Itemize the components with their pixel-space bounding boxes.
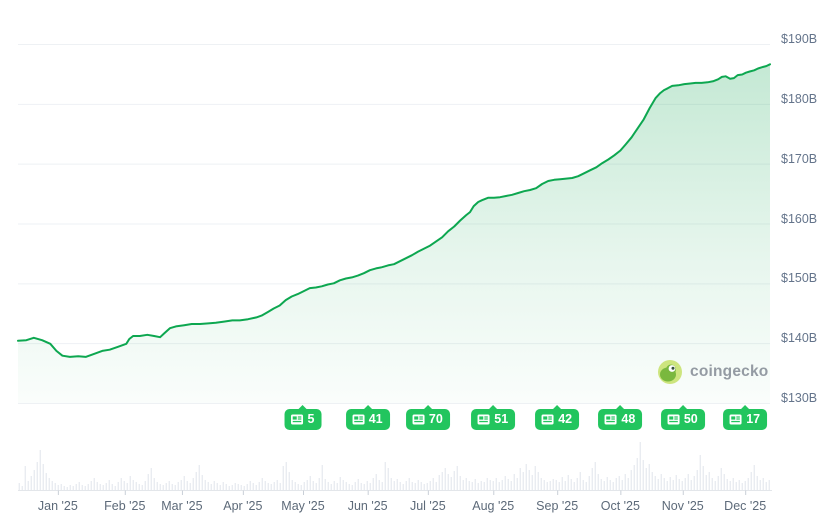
- news-badge[interactable]: 48: [598, 409, 643, 430]
- x-axis-label: Jan '25: [37, 499, 78, 513]
- news-icon: [412, 414, 425, 425]
- badge-count: 50: [683, 412, 698, 426]
- news-badge[interactable]: 17: [723, 409, 768, 430]
- badge-count: 5: [307, 412, 315, 426]
- x-axis-label: Jul '25: [409, 499, 446, 513]
- news-icon: [291, 414, 304, 425]
- x-axis-label: Feb '25: [104, 499, 146, 513]
- x-axis-ticks: [18, 490, 772, 495]
- x-axis-label: Jun '25: [347, 499, 388, 513]
- x-axis-label: Mar '25: [161, 499, 203, 513]
- news-badge[interactable]: 50: [660, 409, 705, 430]
- news-icon: [477, 414, 490, 425]
- x-axis-label: Aug '25: [472, 499, 515, 513]
- news-icon: [729, 414, 742, 425]
- news-icon: [604, 414, 617, 425]
- y-axis-label: $160B: [781, 211, 818, 226]
- badge-count: 42: [558, 412, 573, 426]
- news-icon: [667, 414, 680, 425]
- news-badge[interactable]: 51: [471, 409, 516, 430]
- volume-bars: [18, 442, 770, 490]
- news-badge[interactable]: 5: [284, 409, 322, 430]
- watermark-text: coingecko: [690, 363, 769, 380]
- badge-count: 17: [746, 412, 761, 426]
- y-axis-label: $180B: [781, 91, 818, 106]
- news-icon: [541, 414, 554, 425]
- x-axis-label: Dec '25: [724, 499, 767, 513]
- area-fill: [18, 64, 770, 404]
- badge-count: 70: [428, 412, 443, 426]
- x-axis-label: Apr '25: [223, 499, 263, 513]
- y-axis-label: $130B: [781, 391, 818, 405]
- x-axis-label: Oct '25: [600, 499, 640, 513]
- price-line[interactable]: [17, 63, 771, 358]
- badge-count: 41: [368, 412, 383, 426]
- news-icon: [352, 414, 365, 425]
- y-axis-label: $140B: [781, 331, 818, 346]
- coingecko-logo-icon: [658, 360, 682, 384]
- coingecko-watermark: coingecko: [657, 359, 768, 385]
- y-axis-label: $170B: [781, 151, 818, 166]
- news-badge[interactable]: 42: [535, 409, 580, 430]
- badge-count: 48: [621, 412, 636, 426]
- y-axis-label: $150B: [781, 271, 818, 286]
- x-axis-label: Sep '25: [536, 499, 579, 513]
- x-axis-label: May '25: [281, 499, 325, 513]
- badge-count: 51: [494, 412, 509, 426]
- news-badge[interactable]: 41: [345, 409, 390, 430]
- x-axis-label: Nov '25: [661, 499, 704, 513]
- y-axis-label: $190B: [781, 32, 818, 46]
- news-badge[interactable]: 70: [405, 409, 450, 430]
